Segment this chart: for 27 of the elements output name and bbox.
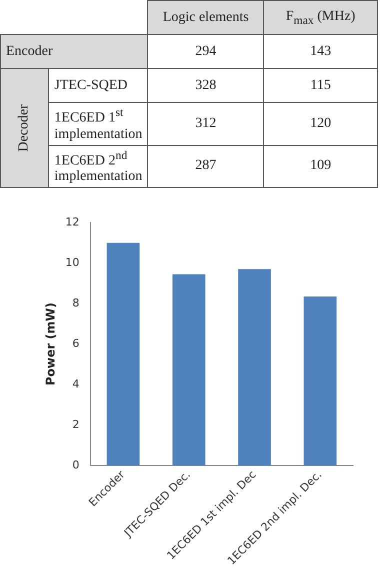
y-tick-label: 6 <box>72 336 80 350</box>
y-tick-label: 4 <box>72 377 80 390</box>
data-label: 328 <box>148 68 264 102</box>
y-axis-title: Power (mW) <box>43 302 58 386</box>
y-tick-label: 0 <box>72 458 80 472</box>
y-tick-label: 2 <box>72 418 80 431</box>
text: Decoder <box>16 104 33 152</box>
text: Logic elements <box>148 0 264 34</box>
bar <box>304 296 337 466</box>
text: F$_{max}$ (MHz) <box>264 0 378 34</box>
data-label: 143 <box>264 34 378 68</box>
category-label: 1EC6ED 1$^{st}$ implementation <box>48 102 148 146</box>
data-label: 109 <box>264 145 378 188</box>
y-tick-label: 10 <box>65 256 80 269</box>
bar <box>106 242 140 466</box>
bar <box>238 269 271 466</box>
data-label: 115 <box>264 68 378 102</box>
data-label: 312 <box>148 102 264 146</box>
bar <box>172 274 206 466</box>
category-label: JTEC-SQED <box>48 68 148 102</box>
y-tick-label: 8 <box>72 296 80 310</box>
y-tick-label: 12 <box>65 215 80 228</box>
category-label: 1EC6ED 2$^{nd}$ implementation <box>48 145 148 188</box>
data-label: 294 <box>148 34 264 68</box>
data-label: 287 <box>148 145 264 188</box>
category-label: Encoder <box>0 34 148 68</box>
data-label: 120 <box>264 102 378 146</box>
